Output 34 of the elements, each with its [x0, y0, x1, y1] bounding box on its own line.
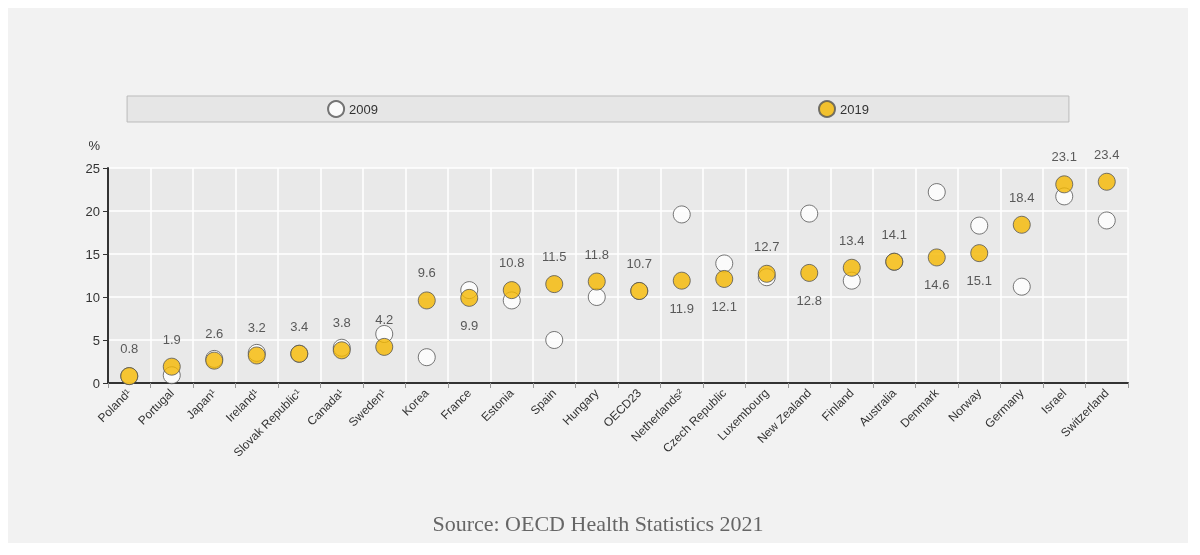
data-label: 0.8 [120, 341, 139, 357]
y-tick-label: 5 [92, 332, 100, 348]
data-label: 4.2 [375, 311, 394, 327]
data-label: 12.7 [754, 238, 780, 254]
data-label: 14.1 [881, 226, 907, 242]
data-label: 18.4 [1009, 189, 1035, 205]
data-label: 11.9 [669, 300, 694, 316]
legend-label: 2009 [349, 101, 378, 117]
data-label: 11.8 [584, 246, 609, 262]
data-label: 13.4 [839, 232, 865, 248]
data-label: 3.8 [332, 315, 351, 331]
data-label: 11.5 [542, 249, 567, 265]
data-label: 10.8 [499, 255, 525, 271]
data-label: 12.8 [796, 292, 822, 308]
y-axis-title: % [88, 138, 101, 153]
source-note: Source: OECD Health Statistics 2021 [432, 510, 764, 536]
y-tick-label: 0 [92, 375, 100, 391]
data-label: 23.4 [1094, 146, 1120, 162]
y-tick-label: 25 [85, 160, 100, 176]
data-label: 23.1 [1051, 149, 1077, 165]
y-tick-label: 20 [85, 203, 100, 219]
data-label: 9.9 [460, 317, 479, 333]
y-tick-label: 15 [85, 246, 100, 262]
data-label: 1.9 [162, 331, 181, 347]
data-label: 14.6 [924, 277, 950, 293]
data-label: 15.1 [966, 273, 992, 289]
data-label: 10.7 [626, 255, 652, 271]
data-label: 3.4 [290, 318, 309, 334]
y-tick-label: 10 [85, 289, 100, 305]
data-label: 9.6 [417, 265, 436, 281]
data-label: 3.2 [247, 320, 266, 336]
data-label: 2.6 [205, 325, 224, 341]
legend-label: 2019 [840, 101, 869, 117]
data-label: 12.1 [711, 298, 737, 314]
